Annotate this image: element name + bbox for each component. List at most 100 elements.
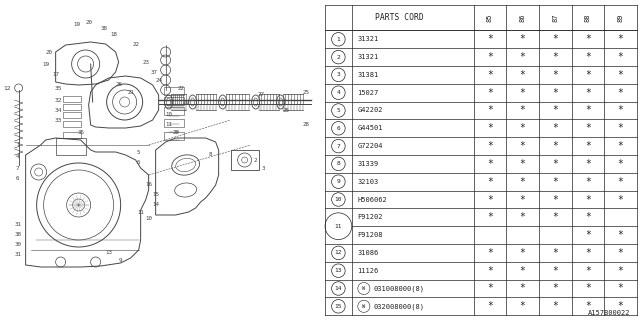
Text: 6: 6 xyxy=(337,126,340,131)
Text: *: * xyxy=(585,266,591,276)
Text: *: * xyxy=(585,159,591,169)
Text: *: * xyxy=(585,284,591,293)
Text: *: * xyxy=(618,88,623,98)
Text: *: * xyxy=(618,159,623,169)
Text: 25: 25 xyxy=(302,90,309,94)
Text: 12: 12 xyxy=(335,250,342,255)
Text: 33: 33 xyxy=(55,117,62,123)
Text: *: * xyxy=(618,52,623,62)
Text: 29: 29 xyxy=(182,100,189,105)
Text: 13: 13 xyxy=(105,251,112,255)
Text: G72204: G72204 xyxy=(357,143,383,149)
Bar xyxy=(63,104,81,110)
Text: 24: 24 xyxy=(155,77,162,83)
Text: *: * xyxy=(552,34,558,44)
Text: W: W xyxy=(362,286,365,291)
Text: *: * xyxy=(585,88,591,98)
Text: 31321: 31321 xyxy=(357,36,379,42)
Text: F91208: F91208 xyxy=(357,232,383,238)
Text: *: * xyxy=(552,88,558,98)
Text: 8: 8 xyxy=(337,161,340,166)
Text: 31086: 31086 xyxy=(357,250,379,256)
Text: *: * xyxy=(618,106,623,116)
Text: *: * xyxy=(487,88,493,98)
Text: *: * xyxy=(552,52,558,62)
Text: *: * xyxy=(520,34,525,44)
Text: 7: 7 xyxy=(16,165,19,171)
Text: *: * xyxy=(618,123,623,133)
Text: 6: 6 xyxy=(16,175,19,180)
Text: G42202: G42202 xyxy=(357,108,383,114)
Text: 20: 20 xyxy=(45,50,52,54)
Text: *: * xyxy=(520,52,525,62)
Text: *: * xyxy=(618,248,623,258)
Text: *: * xyxy=(618,266,623,276)
Text: *: * xyxy=(487,284,493,293)
Text: 20: 20 xyxy=(85,20,92,25)
Text: *: * xyxy=(585,123,591,133)
Text: 11: 11 xyxy=(335,224,342,229)
Text: *: * xyxy=(487,212,493,222)
Text: *: * xyxy=(520,106,525,116)
Text: *: * xyxy=(520,301,525,311)
Text: 10: 10 xyxy=(145,215,152,220)
Text: 15027: 15027 xyxy=(357,90,379,96)
Text: 28: 28 xyxy=(302,123,309,127)
Text: 11: 11 xyxy=(165,122,172,126)
Text: 1: 1 xyxy=(337,37,340,42)
Text: *: * xyxy=(552,123,558,133)
Text: *: * xyxy=(585,195,591,204)
Text: *: * xyxy=(618,301,623,311)
Bar xyxy=(63,121,81,127)
Text: 31381: 31381 xyxy=(357,72,379,78)
Text: *: * xyxy=(487,141,493,151)
Text: 34: 34 xyxy=(55,108,62,113)
Text: *: * xyxy=(487,177,493,187)
Text: 35: 35 xyxy=(77,130,84,134)
Text: 22: 22 xyxy=(177,85,184,91)
Text: 31: 31 xyxy=(14,222,21,228)
Text: *: * xyxy=(520,195,525,204)
Text: *: * xyxy=(552,177,558,187)
Bar xyxy=(164,119,184,127)
Text: *: * xyxy=(618,230,623,240)
Text: *: * xyxy=(585,70,591,80)
Text: 9: 9 xyxy=(337,179,340,184)
Text: *: * xyxy=(487,248,493,258)
Text: 6: 6 xyxy=(137,159,140,164)
Text: 2: 2 xyxy=(337,55,340,60)
Text: A157B00022: A157B00022 xyxy=(588,310,630,316)
Bar xyxy=(63,112,81,118)
Text: *: * xyxy=(520,248,525,258)
Text: *: * xyxy=(487,195,493,204)
Text: 11126: 11126 xyxy=(357,268,379,274)
Text: 32: 32 xyxy=(55,98,62,102)
Text: *: * xyxy=(552,70,558,80)
Text: *: * xyxy=(585,212,591,222)
Text: *: * xyxy=(552,106,558,116)
Text: *: * xyxy=(520,88,525,98)
Text: *: * xyxy=(552,195,558,204)
Text: *: * xyxy=(552,301,558,311)
Text: *: * xyxy=(487,266,493,276)
Text: 22: 22 xyxy=(132,43,139,47)
Text: 30: 30 xyxy=(14,243,21,247)
Text: 86: 86 xyxy=(520,13,525,22)
Text: 32103: 32103 xyxy=(357,179,379,185)
Text: 4: 4 xyxy=(16,155,19,159)
Text: 1: 1 xyxy=(16,142,19,148)
Text: *: * xyxy=(618,177,623,187)
Text: 2: 2 xyxy=(254,157,257,163)
Text: 16: 16 xyxy=(145,182,152,188)
Text: W: W xyxy=(362,304,365,309)
Text: 9: 9 xyxy=(119,258,122,262)
Text: 38: 38 xyxy=(100,26,107,30)
Text: *: * xyxy=(585,230,591,240)
Text: 25: 25 xyxy=(282,108,289,113)
Text: 31321: 31321 xyxy=(357,54,379,60)
Text: 8: 8 xyxy=(209,153,212,157)
Text: 31339: 31339 xyxy=(357,161,379,167)
Text: *: * xyxy=(552,266,558,276)
Text: 19: 19 xyxy=(73,22,80,28)
Text: 89: 89 xyxy=(618,13,623,22)
